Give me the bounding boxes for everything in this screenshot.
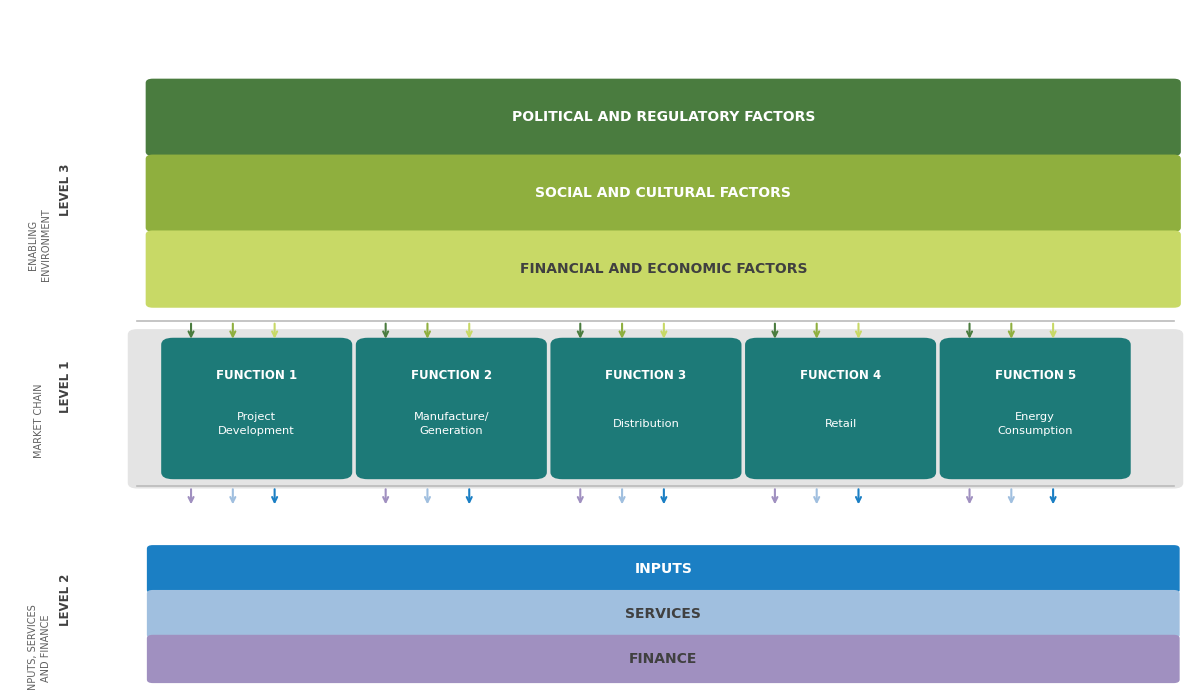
Text: SERVICES: SERVICES [626, 607, 701, 621]
Text: FUNCTION 5: FUNCTION 5 [995, 369, 1076, 382]
Text: ENABLING
ENVIRONMENT: ENABLING ENVIRONMENT [29, 208, 50, 282]
Text: Retail: Retail [824, 419, 857, 428]
Text: FUNCTION 1: FUNCTION 1 [216, 369, 297, 382]
Text: Project
Development: Project Development [219, 412, 295, 436]
Text: FINANCE: FINANCE [629, 652, 697, 666]
Text: LEVEL 2: LEVEL 2 [60, 574, 72, 627]
FancyBboxPatch shape [940, 338, 1131, 479]
Text: LEVEL 3: LEVEL 3 [60, 164, 72, 216]
Text: SOCIAL AND CULTURAL FACTORS: SOCIAL AND CULTURAL FACTORS [535, 186, 792, 200]
Text: Distribution: Distribution [613, 419, 679, 428]
Text: MARKET CHAIN: MARKET CHAIN [35, 384, 44, 458]
Text: LEVEL 1: LEVEL 1 [60, 360, 72, 413]
Text: Manufacture/
Generation: Manufacture/ Generation [413, 412, 490, 436]
Text: INPUTS, SERVICES
AND FINANCE: INPUTS, SERVICES AND FINANCE [29, 604, 50, 690]
Text: FUNCTION 4: FUNCTION 4 [800, 369, 881, 382]
FancyBboxPatch shape [146, 230, 1181, 308]
Text: POLITICAL AND REGULATORY FACTORS: POLITICAL AND REGULATORY FACTORS [511, 110, 816, 124]
FancyBboxPatch shape [161, 338, 352, 479]
FancyBboxPatch shape [147, 590, 1180, 638]
Text: Energy
Consumption: Energy Consumption [997, 412, 1073, 436]
FancyBboxPatch shape [128, 329, 1183, 489]
Text: FUNCTION 3: FUNCTION 3 [605, 369, 687, 382]
FancyBboxPatch shape [146, 79, 1181, 156]
FancyBboxPatch shape [550, 338, 741, 479]
FancyBboxPatch shape [146, 155, 1181, 232]
FancyBboxPatch shape [147, 545, 1180, 593]
Text: FUNCTION 2: FUNCTION 2 [411, 369, 492, 382]
FancyBboxPatch shape [147, 635, 1180, 683]
FancyBboxPatch shape [745, 338, 936, 479]
Text: FINANCIAL AND ECONOMIC FACTORS: FINANCIAL AND ECONOMIC FACTORS [519, 262, 807, 276]
Text: INPUTS: INPUTS [634, 562, 693, 576]
FancyBboxPatch shape [356, 338, 547, 479]
